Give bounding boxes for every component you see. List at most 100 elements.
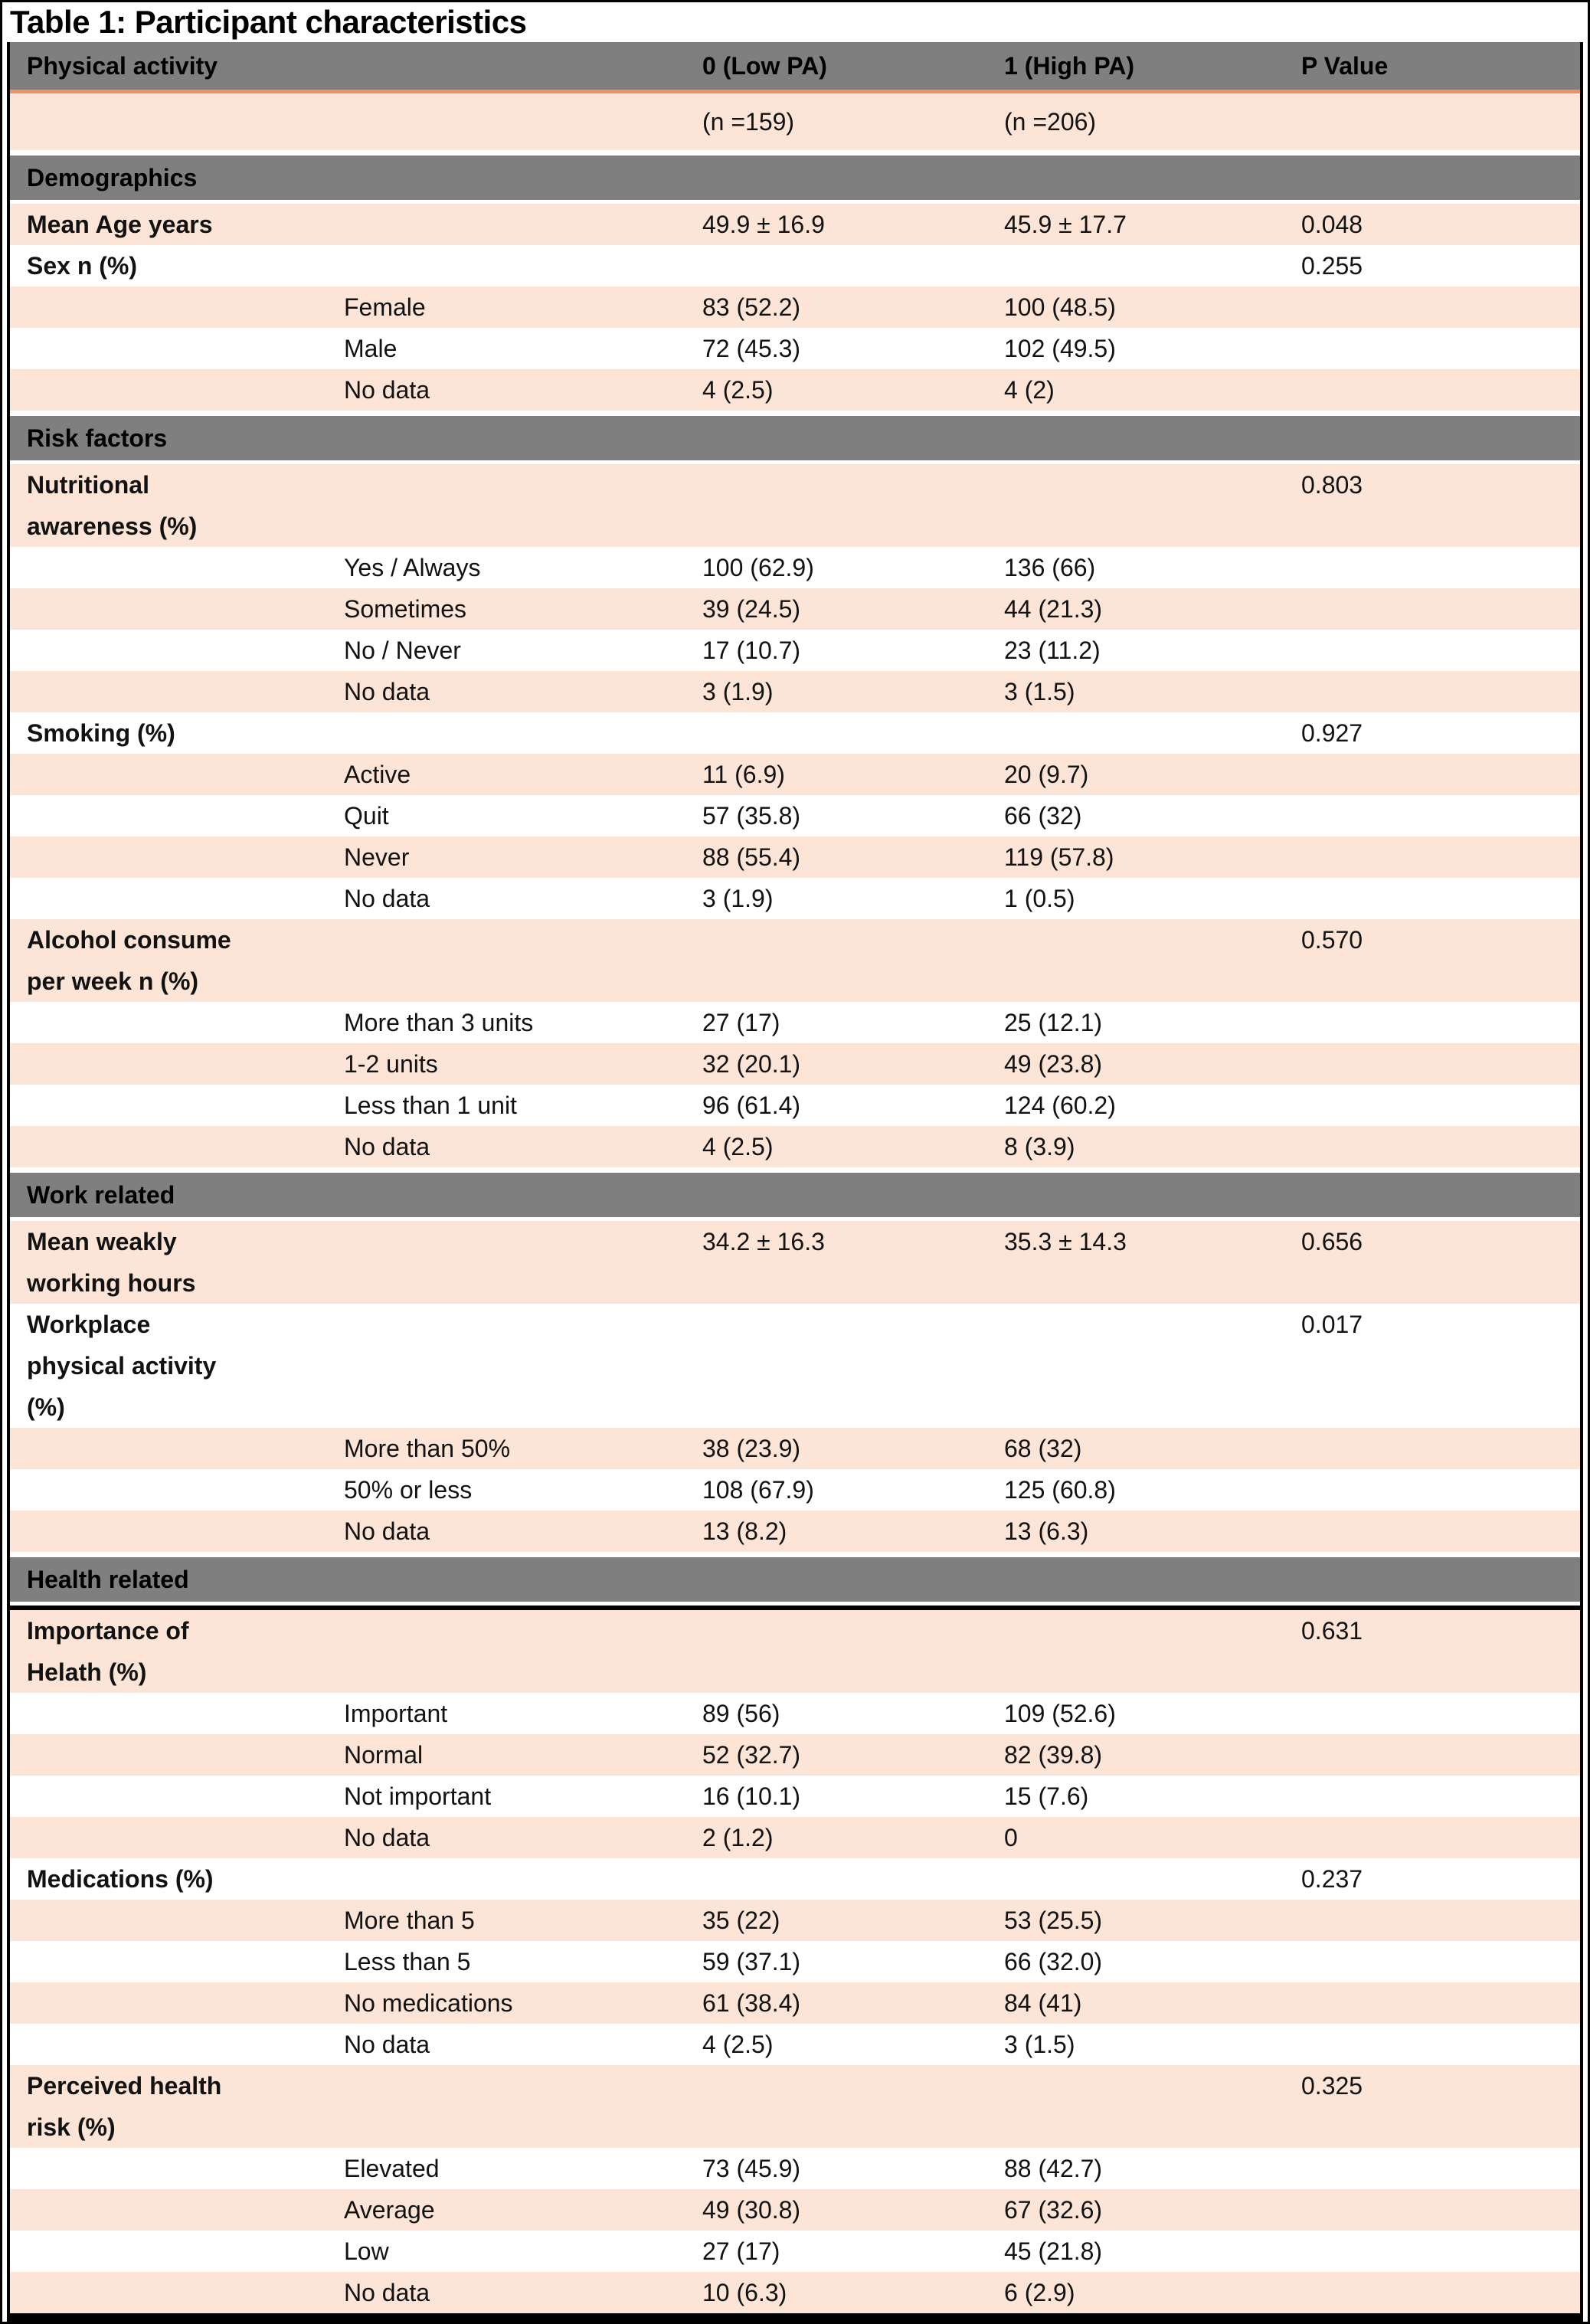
row-sublabel-cell: Less than 1 unit — [344, 1092, 517, 1119]
row-sublabel-cell — [322, 204, 682, 245]
p-value-cell — [1283, 1941, 1580, 1982]
row-label-cell — [10, 1941, 322, 1982]
table-row: 50% or less 108 (67.9) 125 (60.8) — [10, 1469, 1580, 1511]
table-row: Importance of Helath (%) 0.631 — [10, 1610, 1580, 1693]
section-row: Risk factors — [10, 411, 1580, 464]
row-label-cell: Workplace physical activity (%) — [27, 1311, 217, 1421]
high-pa-value-cell: 35.3 ± 14.3 — [1004, 1228, 1127, 1255]
row-label-cell — [10, 2231, 322, 2272]
p-value-cell — [1283, 588, 1580, 630]
table-row: No data 4 (2.5) 4 (2) — [10, 369, 1580, 411]
p-value-cell — [1283, 878, 1580, 919]
low-pa-value-cell: 27 (17) — [702, 2237, 780, 2265]
row-label-cell — [10, 369, 322, 411]
p-value-cell: 0.803 — [1301, 471, 1363, 499]
row-sublabel-cell — [322, 712, 682, 754]
high-pa-value-cell: 125 (60.8) — [1004, 1476, 1116, 1504]
row-sublabel-cell: No / Never — [344, 637, 461, 664]
low-pa-value-cell: 38 (23.9) — [702, 1435, 801, 1462]
low-pa-value-cell — [682, 1858, 984, 1900]
low-pa-value-cell: 61 (38.4) — [702, 1989, 801, 2017]
high-pa-value-cell: 0 — [1004, 1824, 1018, 1851]
subheader-spacer — [10, 93, 322, 150]
row-sublabel-cell: Normal — [344, 1741, 424, 1769]
table-row: Not important 16 (10.1) 15 (7.6) — [10, 1776, 1580, 1817]
table-row: Important 89 (56) 109 (52.6) — [10, 1693, 1580, 1734]
row-label-cell — [10, 1002, 322, 1043]
low-pa-value-cell — [682, 712, 984, 754]
row-sublabel-cell: Male — [344, 335, 398, 362]
row-sublabel-cell: Low — [344, 2237, 389, 2265]
p-value-cell — [1283, 286, 1580, 328]
row-sublabel-cell: No data — [344, 1133, 430, 1160]
p-value-cell — [1283, 1043, 1580, 1085]
table-row: No data 3 (1.9) 1 (0.5) — [10, 878, 1580, 919]
row-label-cell — [10, 1817, 322, 1858]
row-sublabel-cell: Female — [344, 293, 426, 321]
row-sublabel-cell: More than 50% — [344, 1435, 511, 1462]
low-pa-value-cell: 72 (45.3) — [702, 335, 801, 362]
table-row: No data 4 (2.5) 3 (1.5) — [10, 2024, 1580, 2065]
low-pa-value-cell: 16 (10.1) — [702, 1782, 801, 1810]
row-label-cell — [10, 1776, 322, 1817]
table-row: Alcohol consume per week n (%) 0.570 — [10, 919, 1580, 1002]
high-pa-value-cell: 68 (32) — [1004, 1435, 1082, 1462]
high-pa-value-cell: 119 (57.8) — [1004, 843, 1114, 871]
low-pa-value-cell — [682, 2065, 984, 2148]
p-value-cell — [1283, 1900, 1580, 1941]
table-row: More than 3 units 27 (17) 25 (12.1) — [10, 1002, 1580, 1043]
row-sublabel-cell: No data — [344, 376, 430, 404]
subheader-spacer — [322, 93, 682, 150]
high-pa-value-cell: 45 (21.8) — [1004, 2237, 1103, 2265]
row-sublabel-cell: More than 5 — [344, 1907, 475, 1934]
participant-characteristics-table: Physical activity 0 (Low PA) 1 (High PA)… — [7, 42, 1583, 2322]
low-pa-value-cell: 3 (1.9) — [702, 678, 774, 705]
header-high-pa: 1 (High PA) — [1004, 52, 1135, 80]
row-label-cell — [10, 1511, 322, 1552]
p-value-cell — [1283, 2272, 1580, 2313]
high-pa-value-cell: 20 (9.7) — [1004, 761, 1089, 788]
table-body: Demographics Mean Age years 49.9 ± 16.9 45.… — [10, 150, 1580, 2313]
subheader-n-high: (n =206) — [1004, 108, 1097, 136]
high-pa-value-cell: 23 (11.2) — [1004, 637, 1101, 664]
low-pa-value-cell: 39 (24.5) — [702, 595, 801, 623]
table-row: More than 50% 38 (23.9) 68 (32) — [10, 1428, 1580, 1469]
row-sublabel-cell: No data — [344, 885, 430, 912]
row-sublabel-cell: No data — [344, 2031, 430, 2058]
high-pa-value-cell: 4 (2) — [1004, 376, 1055, 404]
table-row: Normal 52 (32.7) 82 (39.8) — [10, 1734, 1580, 1776]
row-sublabel-cell: Not important — [344, 1782, 492, 1810]
p-value-cell — [1283, 1126, 1580, 1167]
row-sublabel-cell: 1-2 units — [344, 1050, 438, 1078]
section-row: Work related — [10, 1167, 1580, 1221]
table-row: Less than 1 unit 96 (61.4) 124 (60.2) — [10, 1085, 1580, 1126]
high-pa-value-cell: 25 (12.1) — [1004, 1009, 1103, 1036]
header-spacer — [322, 42, 682, 90]
low-pa-value-cell: 10 (6.3) — [702, 2279, 787, 2306]
p-value-cell — [1283, 1002, 1580, 1043]
p-value-cell — [1283, 795, 1580, 836]
row-label-cell — [10, 1693, 322, 1734]
row-label-cell: Nutritional awareness (%) — [27, 471, 198, 540]
header-physical-activity: Physical activity — [27, 52, 218, 80]
low-pa-value-cell — [682, 1304, 984, 1428]
row-sublabel-cell: Sometimes — [344, 595, 467, 623]
p-value-cell — [1283, 754, 1580, 795]
low-pa-value-cell: 83 (52.2) — [702, 293, 801, 321]
table-row: Male 72 (45.3) 102 (49.5) — [10, 328, 1580, 369]
section-label: Risk factors — [27, 424, 168, 452]
row-label-cell — [10, 630, 322, 671]
row-label-cell — [10, 1085, 322, 1126]
table-row: Perceived health risk (%) 0.325 — [10, 2065, 1580, 2148]
low-pa-value-cell: 49 (30.8) — [702, 2196, 801, 2224]
p-value-cell: 0.048 — [1301, 211, 1363, 238]
low-pa-value-cell: 2 (1.2) — [702, 1824, 774, 1851]
p-value-cell — [1283, 1693, 1580, 1734]
low-pa-value-cell — [682, 464, 984, 547]
high-pa-value-cell: 66 (32.0) — [1004, 1948, 1103, 1975]
high-pa-value-cell: 15 (7.6) — [1004, 1782, 1089, 1810]
table-row: Female 83 (52.2) 100 (48.5) — [10, 286, 1580, 328]
low-pa-value-cell — [682, 245, 984, 286]
low-pa-value-cell: 32 (20.1) — [702, 1050, 801, 1078]
